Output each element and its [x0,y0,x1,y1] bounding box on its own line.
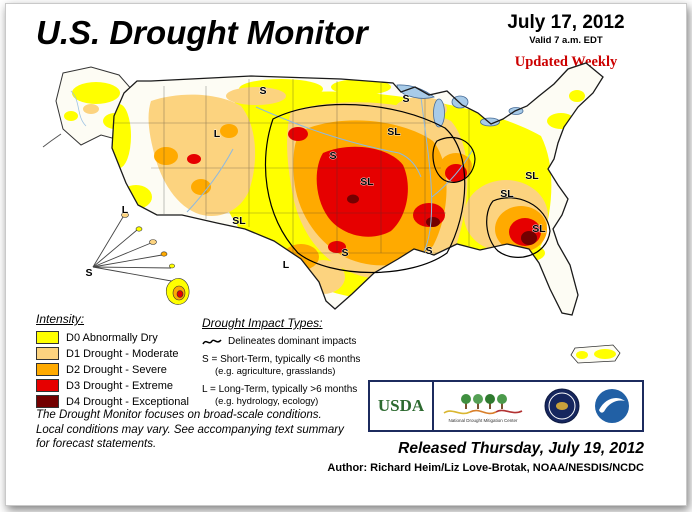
impact-types-title: Drought Impact Types: [202,316,323,330]
disclaimer: The Drought Monitor focuses on broad-sca… [36,408,344,452]
d4-swatch [36,395,59,408]
aleutians [42,133,62,148]
impact-label: S [85,267,92,279]
impact-types-block: Drought Impact Types: Delineates dominan… [202,316,378,407]
author-credit: Author: Richard Heim/Liz Love-Brotak, NO… [327,462,644,474]
d1-label: D1 Drought - Moderate [66,347,179,360]
delineates-text: Delineates dominant impacts [228,336,357,347]
d2-label: D2 Drought - Severe [66,363,167,376]
squiggle-icon [202,338,222,344]
impact-label: L [214,128,221,140]
d0-swatch [36,331,59,344]
impact-label: SL [525,170,539,182]
d1-swatch [36,347,59,360]
hawaii-islands [121,212,190,305]
d4-layer [347,194,537,245]
disclaimer-line1: The Drought Monitor focuses on broad-sca… [36,409,322,421]
disclaimer-line3: for forecast statements. [36,438,157,450]
intensity-legend: Intensity: D0 Abnormally Dry D1 Drought … [36,312,189,411]
impact-label: S [402,93,409,105]
drought-map: S S L SL SL S SL SL SL SL L S S L S [42,62,621,364]
alaska-d1-area [83,104,99,114]
d0-label: D0 Abnormally Dry [66,331,158,344]
disclaimer-line2: Local conditions may vary. See accompany… [36,423,344,436]
d3-swatch [36,379,59,392]
impact-label: S [259,85,266,97]
long-term-text: L = Long-Term, typically >6 months [202,384,358,395]
usda-logo: USDA [370,382,434,430]
conus-outline [111,62,604,316]
date-block: July 17, 2012 Valid 7 a.m. EDT Updated W… [482,12,650,71]
commerce-seal-icon [544,388,580,424]
released-date: Released Thursday, July 19, 2012 [398,440,644,457]
legend-item-d0: D0 Abnormally Dry [36,331,189,344]
d2-swatch [36,363,59,376]
federal-seals [532,382,642,430]
d3-label: D3 Drought - Extreme [66,379,173,392]
impact-label: SL [500,188,514,200]
hawaii-pointer-lines [92,216,178,283]
impact-labels: S S L SL SL S SL SL SL SL L S S L S [85,85,547,280]
impact-label: SL [360,176,374,188]
legend-item-d2: D2 Drought - Severe [36,363,189,376]
hawaii-inset [92,212,190,305]
noaa-logo-icon [594,389,629,423]
short-term-text: S = Short-Term, typically <6 months [202,354,361,365]
impact-label: L [122,204,129,216]
ndmc-logo: National Drought Mitigation Center [434,382,532,430]
legend-item-d4: D4 Drought - Exceptional [36,395,189,408]
conus: S S L SL SL S SL SL SL SL L S S L S [85,62,604,316]
legend-item-d3: D3 Drought - Extreme [36,379,189,392]
long-term-example: (e.g. hydrology, ecology) [215,396,319,407]
usda-logo-text: USDA [377,396,425,415]
impact-label: S [341,247,348,259]
impact-label: L [283,259,290,271]
d4-label: D4 Drought - Exceptional [66,395,189,408]
great-lakes [396,84,524,128]
ndmc-trees-icon [443,393,523,414]
agency-logo-box: USDA National Drought Mitigation Center [368,380,644,432]
map-date: July 17, 2012 [507,12,625,33]
ndmc-logo-text: National Drought Mitigation Center [448,417,518,423]
valid-time: Valid 7 a.m. EDT [529,35,603,46]
impact-label: SL [232,215,246,227]
impact-label: SL [387,126,401,138]
short-term-example: (e.g. agriculture, grasslands) [215,366,336,377]
impact-label: S [425,245,432,257]
puerto-rico-inset [570,344,621,364]
alaska-river [70,90,87,127]
updated-weekly: Updated Weekly [514,54,618,70]
impact-boundaries [264,103,551,273]
impact-label: S [329,150,336,162]
impact-label: SL [532,223,546,235]
legend-item-d1: D1 Drought - Moderate [36,347,189,360]
legend-title: Intensity: [36,312,85,326]
page: U.S. Drought Monitor July 17, 2012 Valid… [5,3,687,506]
page-title: U.S. Drought Monitor [36,14,368,51]
